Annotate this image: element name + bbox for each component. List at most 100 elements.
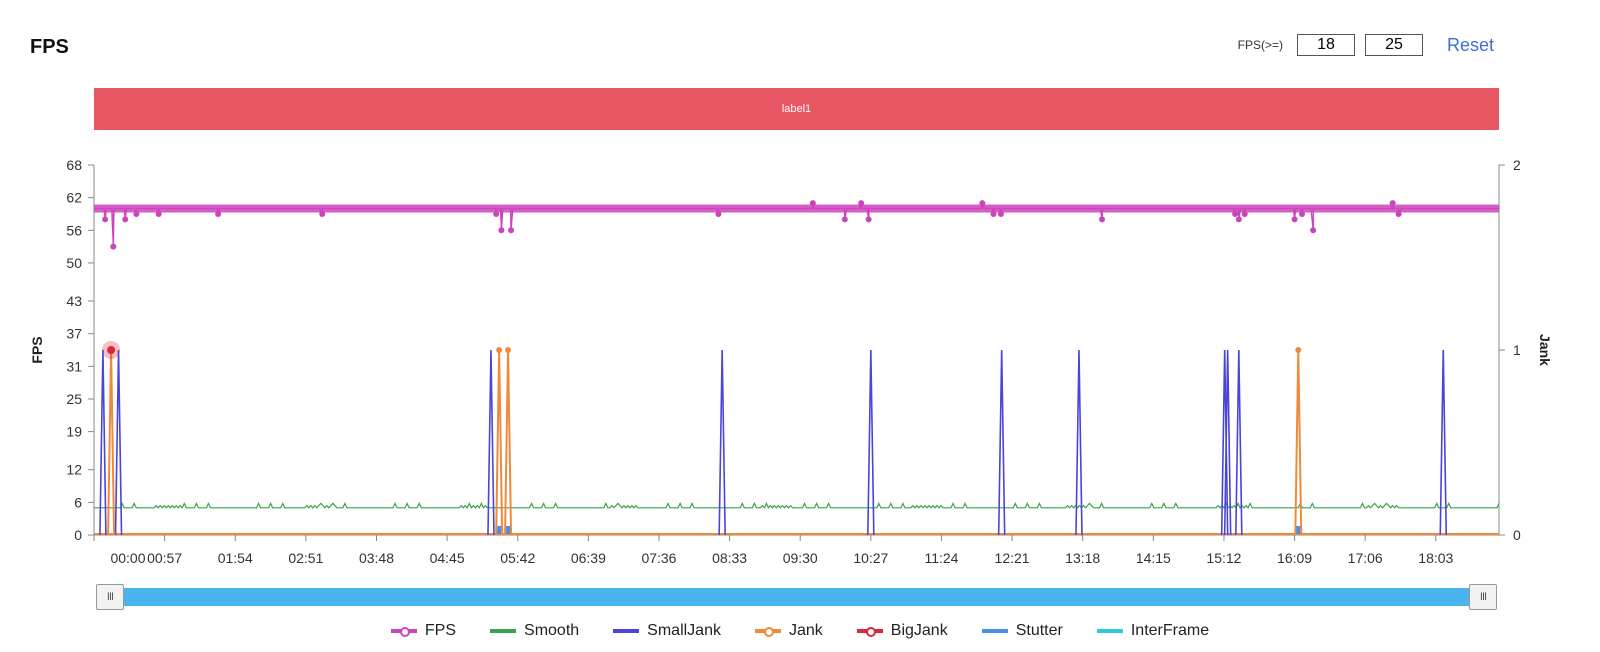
y-left-tick-label: 68 [66, 157, 82, 173]
series-fps-point [155, 210, 162, 217]
x-tick-label: 01:54 [218, 550, 253, 566]
legend-item-fps[interactable]: FPS [390, 622, 456, 640]
series-fps-point [319, 210, 326, 217]
x-tick-label: 08:33 [712, 550, 747, 566]
range-slider-right-handle[interactable]: III [1469, 584, 1497, 610]
series-fps-point [1291, 216, 1298, 223]
legend-item-stutter[interactable]: Stutter [981, 622, 1063, 640]
series-smalljank-spike [867, 349, 875, 536]
x-tick-label: 12:21 [995, 550, 1030, 566]
series-fps-point [1241, 210, 1248, 217]
series-fps-point [858, 200, 865, 207]
legend-label: InterFrame [1130, 622, 1210, 639]
x-tick-label: 00:00 [110, 550, 145, 566]
series-fps-point [498, 227, 505, 234]
series-smooth-line [94, 501, 1500, 509]
series-fps-point [715, 210, 722, 217]
series-smalljank-spike [997, 349, 1006, 536]
series-fps-point [110, 243, 117, 250]
series-fps-point [493, 210, 500, 217]
range-slider[interactable]: III III [96, 584, 1497, 610]
chart-legend: FPS Smooth SmallJank Jank BigJank Stutter Inte… [0, 622, 1600, 640]
series-smalljank-spike [1223, 349, 1232, 536]
series-smalljank-spike [1075, 349, 1083, 536]
fps-threshold-label: FPS(>=) [1237, 38, 1283, 52]
series-fps-point [122, 216, 129, 223]
series-smalljank-spike [718, 349, 726, 536]
series-fps-point [1389, 200, 1396, 207]
legend-item-interframe[interactable]: InterFrame [1096, 622, 1210, 640]
series-fps-point [1299, 210, 1306, 217]
series-fps-point [997, 210, 1004, 217]
legend-swatch-icon [613, 626, 640, 636]
x-tick-label: 02:51 [288, 550, 323, 566]
series-jank-point [1295, 347, 1302, 353]
fps-threshold-controls: FPS(>=) Reset [1238, 34, 1494, 56]
series-fps-point [1395, 210, 1402, 217]
series-jank-point [496, 347, 503, 353]
x-tick-label: 10:27 [853, 550, 888, 566]
y-left-tick-label: 62 [66, 190, 82, 206]
series-fps-point [102, 216, 109, 223]
series-fps-point [990, 210, 997, 217]
legend-label: SmallJank [647, 622, 721, 639]
legend-swatch-icon [490, 626, 517, 636]
range-slider-left-handle[interactable]: III [96, 584, 124, 610]
range-slider-fill[interactable] [108, 588, 1485, 606]
series-stutter-marker [497, 526, 502, 534]
x-tick-label: 17:06 [1348, 550, 1383, 566]
legend-item-bigjank[interactable]: BigJank [856, 622, 948, 640]
x-tick-label: 14:15 [1136, 550, 1171, 566]
y-left-tick-label: 6 [74, 494, 82, 510]
x-tick-label: 03:48 [359, 550, 394, 566]
legend-swatch-icon [856, 626, 883, 637]
x-tick-label: 15:12 [1206, 550, 1241, 566]
legend-swatch-icon [981, 626, 1008, 636]
y-right-tick-label: 2 [1513, 157, 1521, 173]
series-fps-point [1235, 216, 1242, 223]
series-fps-point [841, 216, 848, 223]
series-smalljank-spike [1235, 349, 1243, 536]
y-left-tick-label: 12 [66, 462, 82, 478]
series-fps-point [1232, 210, 1239, 217]
x-tick-label: 04:45 [430, 550, 465, 566]
x-tick-label: 00:57 [147, 550, 182, 566]
series-fps-point [865, 216, 872, 223]
series-stutter-marker [506, 526, 511, 534]
x-tick-label: 11:24 [924, 550, 958, 566]
fps-threshold-high-input[interactable] [1364, 34, 1423, 56]
legend-swatch-icon [390, 626, 417, 637]
y-axis-right-title: Jank [1537, 334, 1553, 366]
y-left-tick-label: 43 [66, 293, 82, 309]
legend-item-smooth[interactable]: Smooth [490, 622, 579, 640]
series-fps-marker-band [94, 204, 1499, 213]
y-left-tick-label: 25 [66, 391, 82, 407]
y-left-tick-label: 19 [66, 424, 82, 440]
series-fps-point [1310, 227, 1317, 234]
legend-label: BigJank [890, 622, 948, 639]
label-bar-text: label1 [781, 103, 812, 115]
series-smalljank-spike [1220, 349, 1229, 536]
y-right-tick-label: 0 [1513, 527, 1521, 543]
y-left-tick-label: 50 [66, 255, 82, 271]
page-title: FPS [30, 36, 69, 58]
series-fps-point [508, 227, 515, 234]
reset-button[interactable]: Reset [1446, 34, 1494, 55]
legend-item-jank[interactable]: Jank [754, 622, 823, 640]
label-bar[interactable]: label1 [94, 88, 1499, 130]
y-right-tick-label: 1 [1513, 342, 1521, 358]
series-bigjank-point [107, 346, 116, 354]
legend-item-smalljank[interactable]: SmallJank [613, 622, 721, 640]
series-smalljank-spike [1439, 349, 1448, 536]
x-tick-label: 09:30 [783, 550, 818, 566]
series-fps-point [1099, 216, 1106, 223]
fps-threshold-low-input[interactable] [1296, 34, 1355, 56]
series-smalljank-spike [99, 349, 107, 536]
legend-label: Smooth [524, 622, 580, 639]
legend-label: Jank [788, 622, 823, 639]
y-axis-left-title: FPS [29, 336, 45, 363]
series-smalljank-spike [114, 349, 123, 536]
series-fps-point [979, 200, 986, 207]
y-left-tick-label: 0 [74, 527, 82, 543]
